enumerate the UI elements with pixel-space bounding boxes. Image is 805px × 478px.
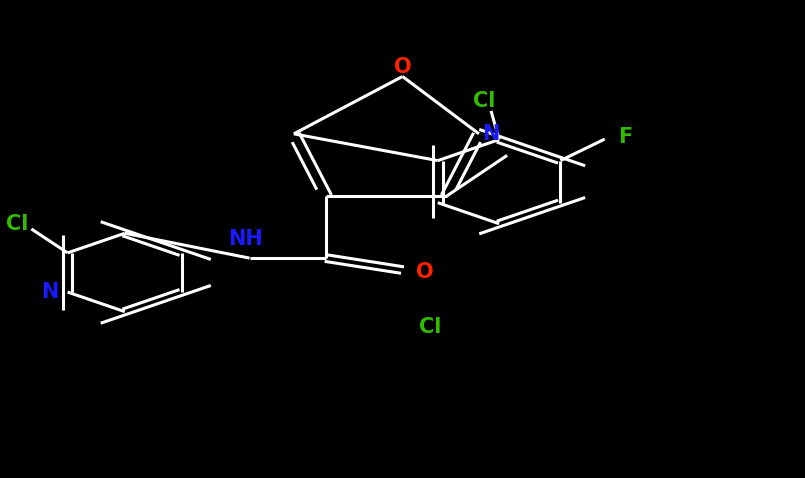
Text: Cl: Cl [6, 214, 28, 234]
Text: O: O [416, 262, 434, 282]
Text: Cl: Cl [419, 317, 442, 337]
Text: Cl: Cl [473, 91, 496, 111]
Text: NH: NH [228, 229, 263, 249]
Text: F: F [617, 127, 632, 147]
Text: N: N [41, 282, 59, 302]
Text: N: N [482, 124, 500, 144]
Text: O: O [394, 57, 411, 77]
